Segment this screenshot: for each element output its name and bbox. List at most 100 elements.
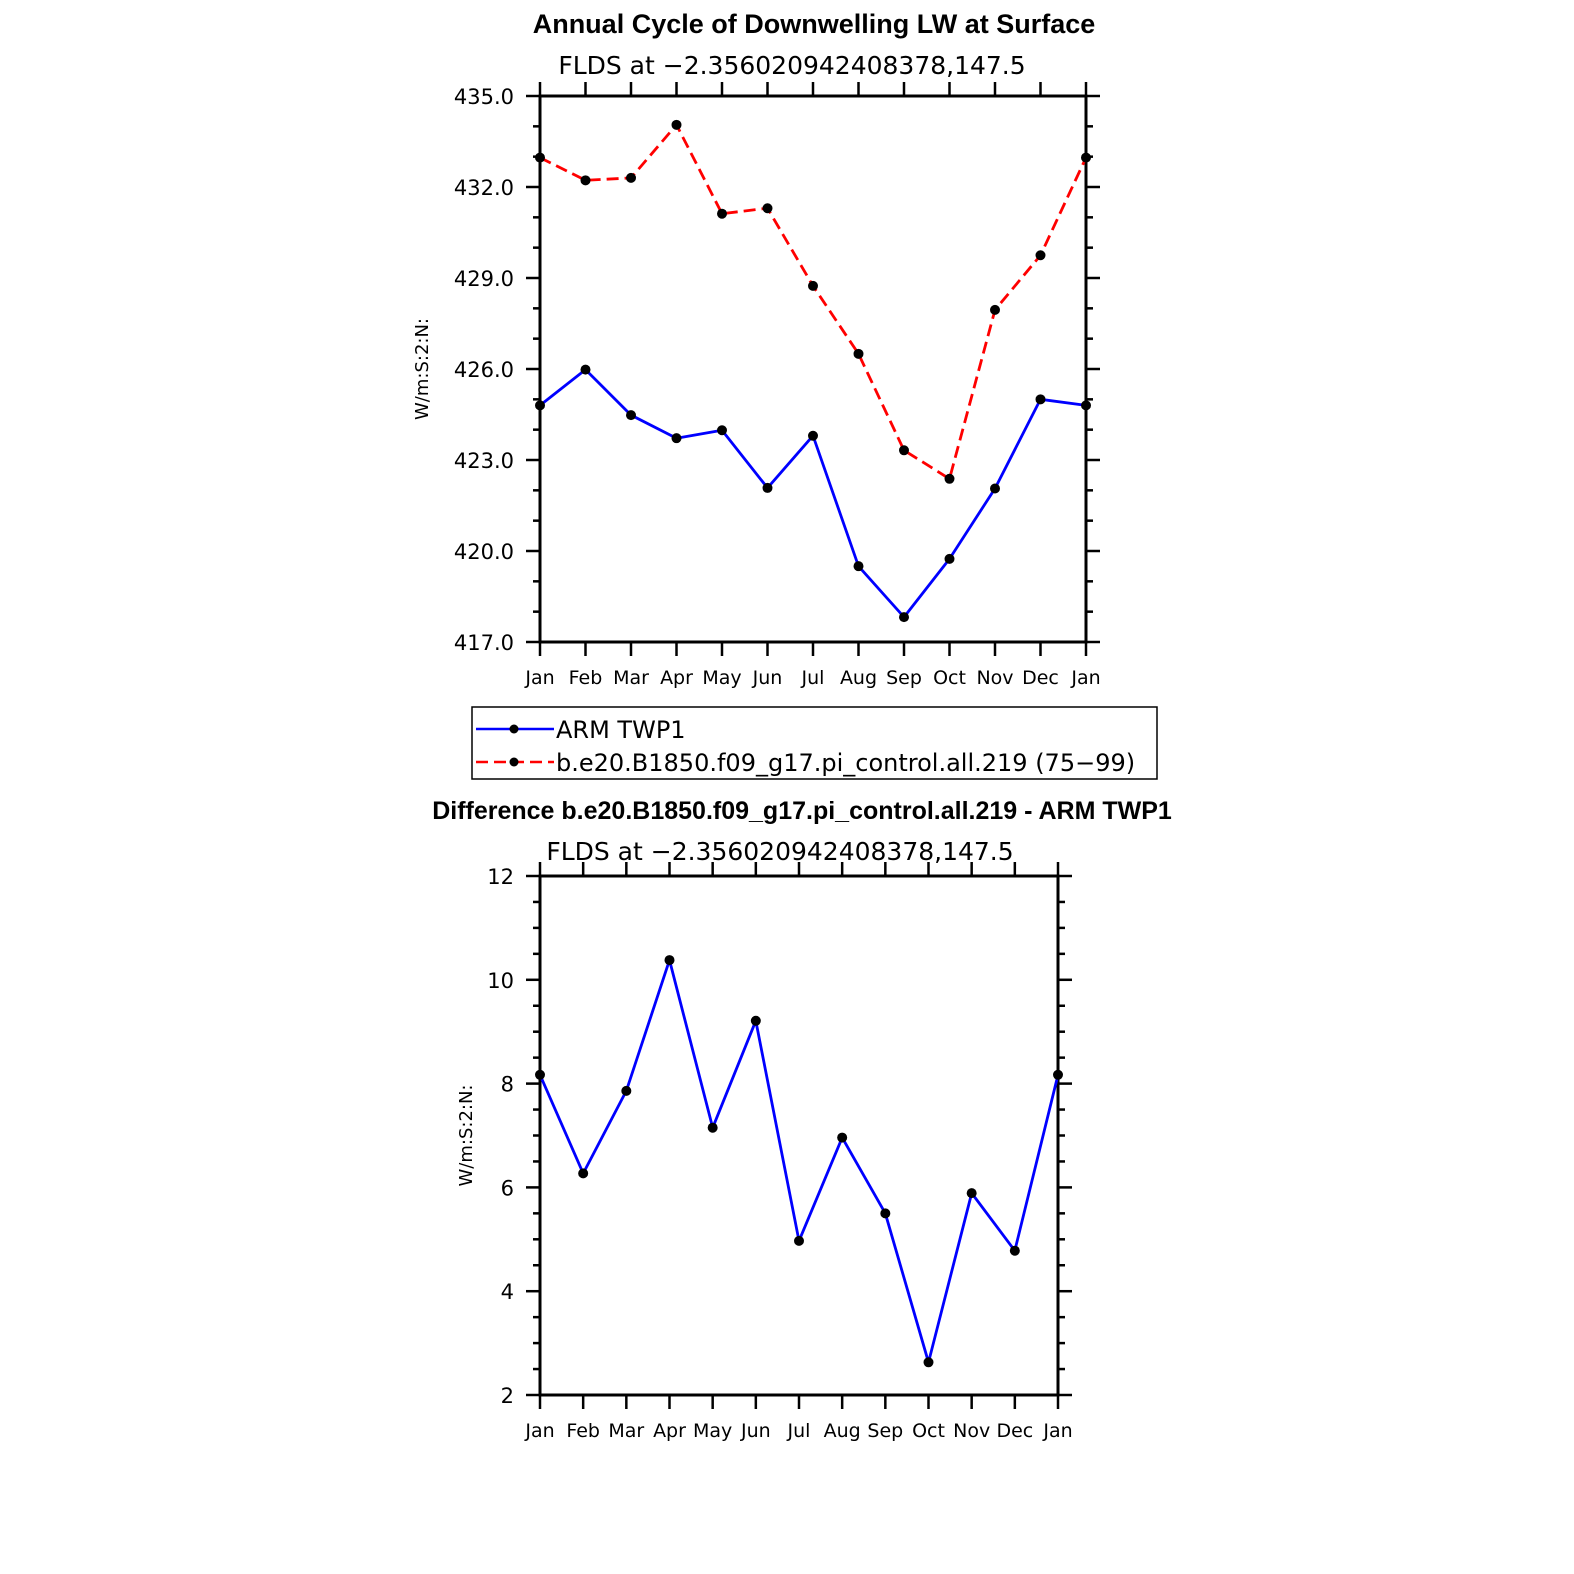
x-tick-label: Oct <box>912 1420 945 1442</box>
x-tick-label: Jul <box>801 667 825 689</box>
data-point <box>580 364 591 375</box>
legend-label-arm-twp1: ARM TWP1 <box>556 716 686 744</box>
series-line-1 <box>539 123 1088 481</box>
x-tick-label: Jul <box>787 1420 811 1442</box>
x-tick-label: Mar <box>613 667 649 689</box>
y-tick-label: 429.0 <box>454 267 514 291</box>
x-tick-label: Dec <box>1022 667 1059 689</box>
data-point <box>671 119 682 130</box>
plot-frame <box>538 874 1060 1397</box>
plot-frame <box>538 94 1088 644</box>
y-tick-label: 2 <box>501 1384 514 1408</box>
chart-subtitle: FLDS at −2.356020942408378,147.5 <box>558 51 1025 80</box>
x-tick-label: Jan <box>524 667 554 689</box>
x-tick-label: May <box>693 1420 732 1442</box>
y-tick-label: 10 <box>487 969 514 993</box>
y-tick-label: 8 <box>501 1073 514 1097</box>
x-tick-label: Nov <box>976 667 1013 689</box>
difference-chart: Difference b.e20.B1850.f09_g17.pi_contro… <box>432 797 1172 1442</box>
legend-item-model: b.e20.B1850.f09_g17.pi_control.all.219 (… <box>476 749 1135 777</box>
x-tick-label: May <box>702 667 741 689</box>
series-line-0 <box>538 958 1060 1364</box>
data-point <box>664 955 675 966</box>
data-point <box>808 280 818 291</box>
x-tick-label: Jan <box>1070 667 1100 689</box>
y-tick-label: 4 <box>501 1280 514 1304</box>
x-tick-label: Jan <box>1042 1420 1072 1442</box>
axes: 417.0 420.0 423.0 426.0 429.0 432.0 435.0 Jan Fe… <box>412 82 1101 689</box>
data-point <box>580 175 591 186</box>
chart-title: Difference b.e20.B1850.f09_g17.pi_contro… <box>432 797 1172 825</box>
chart-title: Annual Cycle of Downwelling LW at Surfac… <box>533 9 1096 39</box>
chart-subtitle: FLDS at −2.356020942408378,147.5 <box>546 837 1013 866</box>
data-point <box>899 445 909 456</box>
y-tick-label: 423.0 <box>454 449 514 473</box>
x-tick-label: Aug <box>824 1420 861 1442</box>
legend-label-model: b.e20.B1850.f09_g17.pi_control.all.219 (… <box>556 749 1135 777</box>
data-point <box>990 483 1000 494</box>
y-tick-label: 432.0 <box>454 176 514 200</box>
data-point <box>578 1168 589 1179</box>
data-point <box>944 553 955 564</box>
data-point <box>717 208 727 219</box>
legend-marker-model <box>509 757 519 767</box>
data-point <box>1053 1069 1063 1080</box>
y-tick-label: 12 <box>487 865 514 889</box>
data-point <box>762 482 773 493</box>
data-point <box>853 561 864 572</box>
x-tick-label: Jun <box>740 1420 771 1442</box>
x-tick-label: Aug <box>840 667 877 689</box>
data-point <box>880 1208 891 1219</box>
x-tick-label: Sep <box>886 667 922 689</box>
x-tick-label: Feb <box>566 1420 600 1442</box>
plot-area <box>535 955 1063 1368</box>
x-tick-label: Jun <box>752 667 783 689</box>
legend: ARM TWP1 b.e20.B1850.f09_g17.pi_control.… <box>471 706 1158 780</box>
data-point <box>944 473 955 484</box>
data-point <box>671 433 682 444</box>
data-point <box>626 410 636 421</box>
series-line-0 <box>539 368 1087 619</box>
legend-box <box>471 706 1158 780</box>
data-point <box>990 304 1000 315</box>
data-point <box>626 172 636 183</box>
data-point <box>750 1015 761 1026</box>
data-point <box>535 1069 545 1080</box>
x-tick-label: Apr <box>653 1420 686 1442</box>
x-tick-label: Dec <box>996 1420 1033 1442</box>
data-point <box>794 1235 804 1246</box>
plot-area <box>535 119 1091 623</box>
x-tick-label: Nov <box>953 1420 990 1442</box>
x-tick-label: Oct <box>933 667 966 689</box>
y-axis-label: W/m:S:2:N: <box>412 318 433 420</box>
data-point <box>1081 400 1091 411</box>
x-tick-label: Apr <box>660 667 693 689</box>
y-axis-label: W/m:S:2:N: <box>456 1085 477 1187</box>
annual-cycle-chart: Annual Cycle of Downwelling LW at Surfac… <box>412 9 1101 689</box>
data-point <box>762 203 773 214</box>
data-point <box>1081 152 1091 163</box>
data-point <box>899 612 909 623</box>
data-point <box>535 400 545 411</box>
x-tick-label: Sep <box>867 1420 903 1442</box>
data-point <box>966 1188 977 1199</box>
data-point <box>535 152 545 163</box>
x-tick-label: Jan <box>524 1420 554 1442</box>
data-point <box>923 1357 934 1368</box>
data-point <box>808 430 818 441</box>
y-tick-label: 435.0 <box>454 85 514 109</box>
y-tick-label: 420.0 <box>454 540 514 564</box>
x-tick-label: Feb <box>569 667 603 689</box>
legend-item-arm-twp1: ARM TWP1 <box>476 716 686 744</box>
y-tick-label: 426.0 <box>454 358 514 382</box>
data-point <box>1035 250 1046 261</box>
y-tick-label: 6 <box>501 1176 514 1200</box>
data-point <box>853 348 864 359</box>
data-point <box>837 1132 848 1143</box>
x-tick-label: Mar <box>608 1420 644 1442</box>
data-point <box>1035 394 1046 405</box>
legend-marker-arm-twp1 <box>509 724 519 734</box>
axes: 2 4 6 8 10 12 Jan Feb Mar Apr May Jun Jul Aug Sep Oct No… <box>456 862 1073 1442</box>
data-point <box>621 1085 632 1096</box>
